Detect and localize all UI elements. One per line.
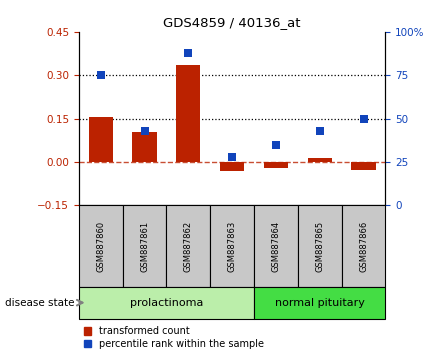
Point xyxy=(185,50,192,56)
Bar xyxy=(342,205,385,287)
Text: GSM887862: GSM887862 xyxy=(184,221,193,272)
Point xyxy=(272,142,279,147)
Text: GSM887863: GSM887863 xyxy=(228,221,237,272)
Bar xyxy=(79,205,123,287)
Text: GSM887864: GSM887864 xyxy=(272,221,280,272)
Bar xyxy=(307,158,332,162)
Bar xyxy=(176,65,200,162)
Title: GDS4859 / 40136_at: GDS4859 / 40136_at xyxy=(163,16,301,29)
Point xyxy=(316,128,323,133)
Point xyxy=(229,154,236,160)
Legend: transformed count, percentile rank within the sample: transformed count, percentile rank withi… xyxy=(84,326,264,349)
Bar xyxy=(298,205,342,287)
Text: normal pituitary: normal pituitary xyxy=(275,298,365,308)
Text: GSM887860: GSM887860 xyxy=(96,221,105,272)
Bar xyxy=(210,205,254,287)
Text: GSM887866: GSM887866 xyxy=(359,221,368,272)
Bar xyxy=(123,205,166,287)
Bar xyxy=(254,205,298,287)
Text: GSM887865: GSM887865 xyxy=(315,221,324,272)
Text: GSM887861: GSM887861 xyxy=(140,221,149,272)
Bar xyxy=(220,162,244,171)
Bar xyxy=(88,117,113,162)
Bar xyxy=(166,205,210,287)
Text: disease state: disease state xyxy=(5,298,74,308)
Bar xyxy=(351,162,375,170)
Text: prolactinoma: prolactinoma xyxy=(130,298,203,308)
Point xyxy=(141,128,148,133)
Point xyxy=(360,116,367,121)
Bar xyxy=(254,287,385,319)
Bar xyxy=(132,132,156,162)
Bar xyxy=(264,162,288,168)
Bar xyxy=(79,287,254,319)
Point xyxy=(97,73,104,78)
